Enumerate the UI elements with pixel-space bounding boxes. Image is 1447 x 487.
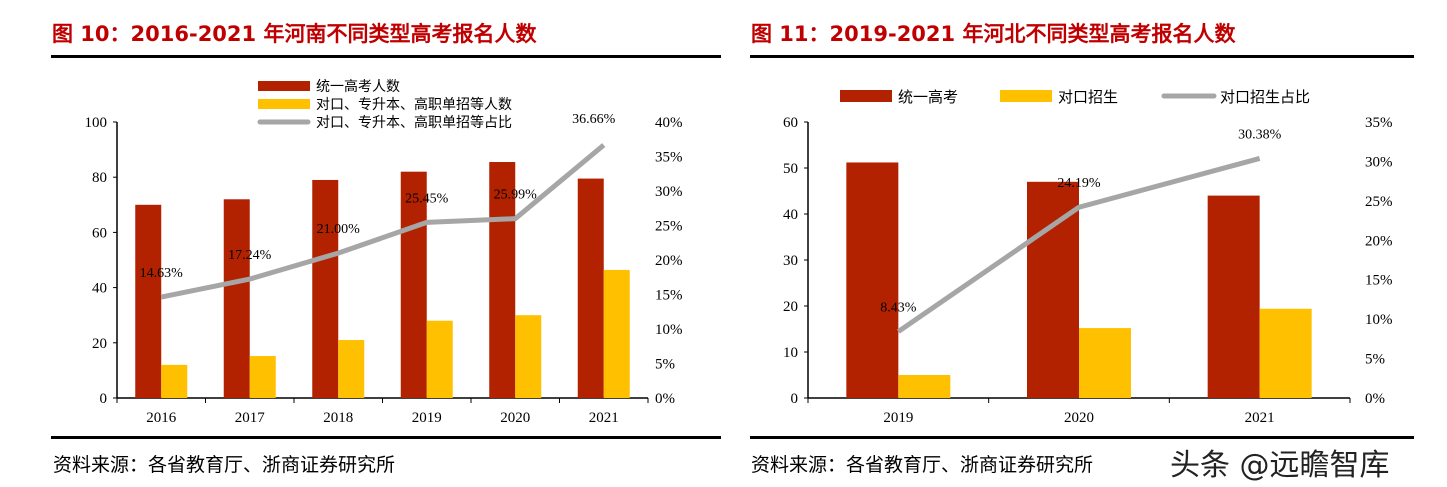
bar-secondary — [603, 269, 630, 398]
watermark: 头条 @远瞻智库 — [1170, 448, 1390, 483]
bar-secondary — [1079, 328, 1131, 398]
ratio-line — [160, 143, 606, 300]
y-tick-label: 0 — [100, 391, 108, 407]
bar-secondary — [249, 356, 276, 398]
bar-primary — [312, 179, 339, 398]
chart-1-title: 图 10：2016-2021 年河南不同类型高考报名人数 — [52, 22, 537, 46]
legend-swatch — [840, 90, 892, 102]
y-tick-label: 50 — [783, 161, 798, 177]
y2-tick-label: 10% — [655, 322, 683, 338]
chart-1-top-rule — [51, 55, 721, 58]
chart-1-source: 资料来源：各省教育厅、浙商证券研究所 — [53, 454, 396, 476]
y2-tick-label: 30% — [655, 184, 683, 200]
y-tick-label: 40 — [783, 207, 798, 223]
y-tick-label: 40 — [92, 281, 107, 297]
legend-label: 对口招生占比 — [1220, 89, 1310, 106]
data-label: 25.99% — [494, 188, 538, 203]
chart-2-title: 图 11：2019-2021 年河北不同类型高考报名人数 — [751, 22, 1236, 46]
x-tick-label: 2019 — [883, 410, 913, 426]
y2-tick-label: 35% — [655, 150, 683, 166]
chart-1-bottom-rule — [51, 436, 721, 439]
data-label: 36.66% — [572, 112, 616, 127]
y-tick-label: 80 — [92, 170, 107, 186]
bar-primary — [400, 171, 427, 398]
bar-primary — [1207, 195, 1260, 398]
bar-secondary — [338, 340, 365, 398]
y-tick-label: 100 — [85, 115, 108, 131]
y-tick-label: 20 — [783, 299, 798, 315]
bar-primary — [135, 204, 162, 398]
y2-tick-label: 5% — [1365, 352, 1385, 368]
y-tick-label: 30 — [783, 253, 798, 269]
legend-swatch — [258, 99, 310, 109]
y2-tick-label: 15% — [655, 288, 683, 304]
legend-label: 统一高考人数 — [316, 78, 400, 95]
y2-tick-label: 10% — [1365, 312, 1393, 328]
legend-label: 对口招生 — [1058, 89, 1118, 106]
x-tick-label: 2019 — [412, 410, 442, 426]
bar-primary — [223, 199, 250, 398]
legend-label: 统一高考 — [898, 89, 958, 106]
data-label: 30.38% — [1238, 127, 1282, 142]
chart-2-bottom-rule — [750, 436, 1414, 439]
bar-secondary — [161, 364, 188, 398]
bar-primary — [489, 162, 516, 398]
legend-label: 对口、专升本、高职单招等人数 — [316, 96, 512, 113]
y2-tick-label: 40% — [655, 115, 683, 131]
y2-tick-label: 0% — [1365, 391, 1385, 407]
y2-tick-label: 35% — [1365, 115, 1393, 131]
bar-secondary — [898, 375, 951, 398]
bar-secondary — [515, 315, 542, 398]
y2-tick-label: 25% — [655, 219, 683, 235]
bar-primary — [1027, 181, 1079, 398]
bar-primary — [846, 162, 899, 398]
x-tick-label: 2020 — [1064, 410, 1094, 426]
y-tick-label: 10 — [783, 345, 798, 361]
data-label: 17.24% — [228, 248, 272, 263]
data-label: 24.19% — [1057, 176, 1101, 191]
y2-tick-label: 15% — [1365, 273, 1393, 289]
y2-tick-label: 30% — [1365, 154, 1393, 170]
data-label: 25.45% — [405, 191, 449, 206]
y2-tick-label: 5% — [655, 357, 675, 373]
data-label: 14.63% — [140, 266, 184, 281]
x-tick-label: 2017 — [235, 410, 266, 426]
y2-tick-label: 20% — [655, 253, 683, 269]
legend-swatch — [258, 81, 310, 91]
chart-2-source: 资料来源：各省教育厅、浙商证券研究所 — [751, 454, 1094, 476]
bar-secondary — [426, 320, 453, 398]
x-tick-label: 2021 — [1245, 410, 1275, 426]
y2-tick-label: 20% — [1365, 233, 1393, 249]
data-label: 8.43% — [880, 301, 917, 316]
y-tick-label: 20 — [92, 336, 107, 352]
y-tick-label: 0 — [791, 391, 799, 407]
bar-secondary — [1259, 308, 1312, 398]
bar-primary — [577, 178, 604, 398]
y-tick-label: 60 — [92, 225, 107, 241]
legend-swatch — [1000, 90, 1052, 102]
data-label: 21.00% — [317, 222, 361, 237]
x-tick-label: 2016 — [146, 410, 177, 426]
legend-label: 对口、专升本、高职单招等占比 — [316, 114, 512, 131]
y-tick-label: 60 — [783, 115, 798, 131]
y2-tick-label: 25% — [1365, 194, 1393, 210]
y2-tick-label: 0% — [655, 391, 675, 407]
x-tick-label: 2018 — [323, 410, 353, 426]
x-tick-label: 2020 — [500, 410, 530, 426]
x-tick-label: 2021 — [589, 410, 619, 426]
chart-2-top-rule — [750, 55, 1414, 58]
